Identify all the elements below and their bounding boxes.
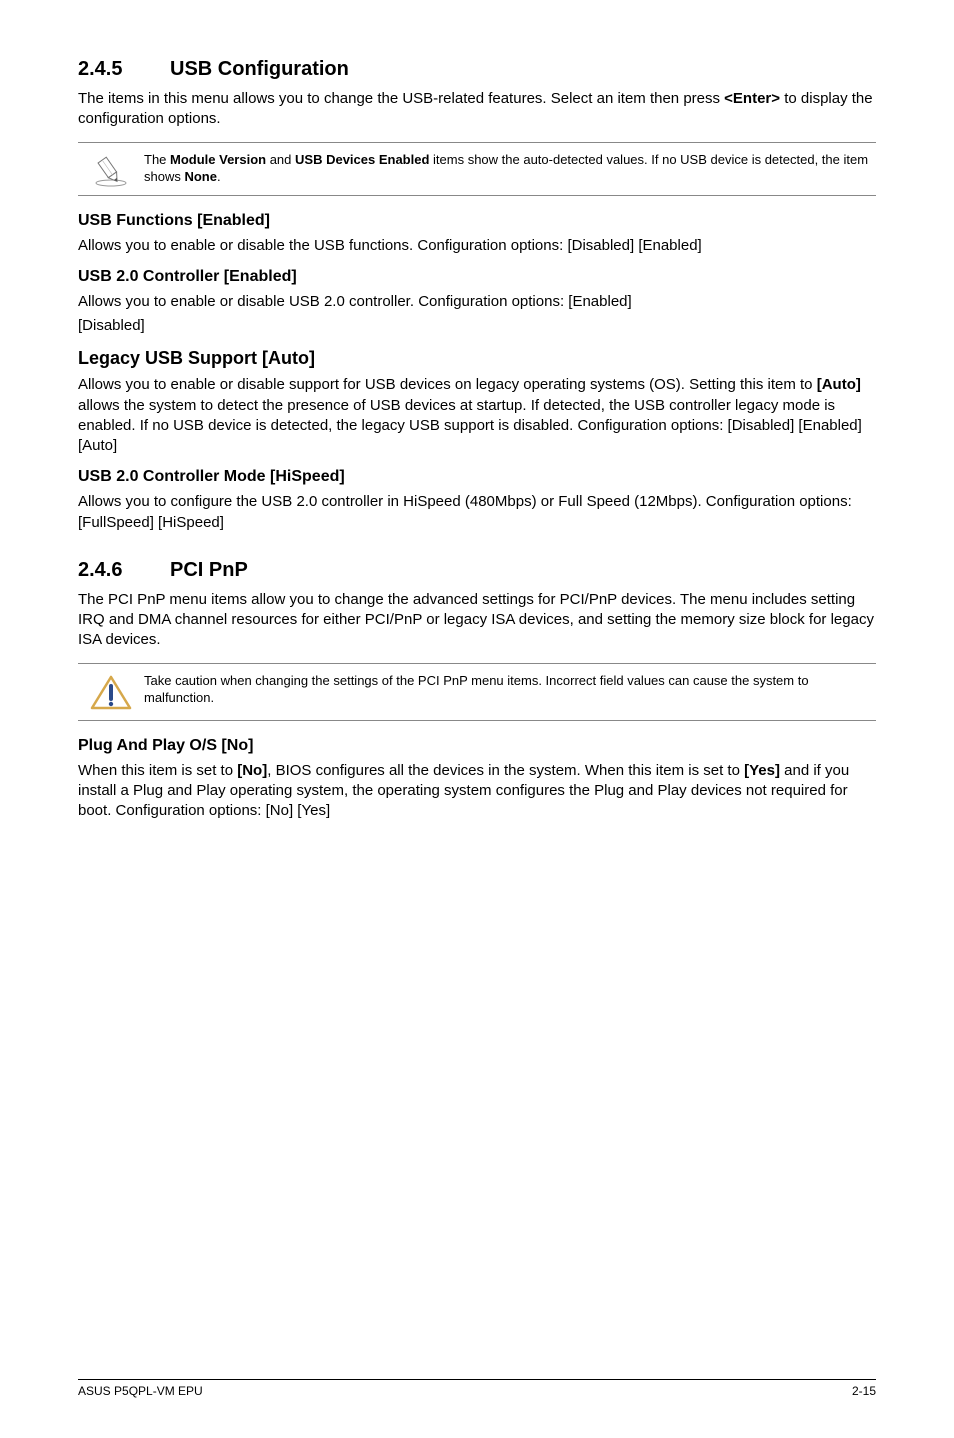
subheading-usb20-controller: USB 2.0 Controller [Enabled]: [78, 268, 876, 286]
body-legacy-usb: Allows you to enable or disable support …: [78, 375, 876, 456]
document-page: 2.4.5USB Configuration The items in this…: [0, 0, 954, 1438]
body-usb-functions: Allows you to enable or disable the USB …: [78, 236, 876, 256]
section-title: USB Configuration: [170, 58, 349, 80]
footer-right: 2-15: [852, 1384, 876, 1398]
subheading-usb20-mode: USB 2.0 Controller Mode [HiSpeed]: [78, 468, 876, 486]
section-title-pci: PCI PnP: [170, 559, 248, 581]
pencil-icon: [78, 151, 144, 187]
note-block-usb: The Module Version and USB Devices Enabl…: [78, 142, 876, 196]
page-footer: ASUS P5QPL-VM EPU 2-15: [78, 1379, 876, 1398]
section-heading-pci: 2.4.6PCI PnP: [78, 559, 876, 582]
caution-icon: [78, 672, 144, 712]
section-heading-usb: 2.4.5USB Configuration: [78, 58, 876, 81]
footer-left: ASUS P5QPL-VM EPU: [78, 1384, 203, 1398]
body-usb20-controller-2: [Disabled]: [78, 316, 876, 336]
section-number: 2.4.5: [78, 58, 170, 81]
subheading-usb-functions: USB Functions [Enabled]: [78, 212, 876, 230]
section-number-pci: 2.4.6: [78, 559, 170, 582]
body-pnp-os: When this item is set to [No], BIOS conf…: [78, 761, 876, 822]
note-text-usb: The Module Version and USB Devices Enabl…: [144, 151, 876, 186]
body-usb20-controller: Allows you to enable or disable USB 2.0 …: [78, 292, 876, 312]
section-intro-pci: The PCI PnP menu items allow you to chan…: [78, 590, 876, 651]
subheading-pnp-os: Plug And Play O/S [No]: [78, 737, 876, 755]
caution-block-pci: Take caution when changing the settings …: [78, 663, 876, 721]
caution-text-pci: Take caution when changing the settings …: [144, 672, 876, 707]
body-usb20-mode: Allows you to configure the USB 2.0 cont…: [78, 492, 876, 533]
subheading-legacy-usb: Legacy USB Support [Auto]: [78, 348, 876, 369]
section-intro-usb: The items in this menu allows you to cha…: [78, 89, 876, 130]
